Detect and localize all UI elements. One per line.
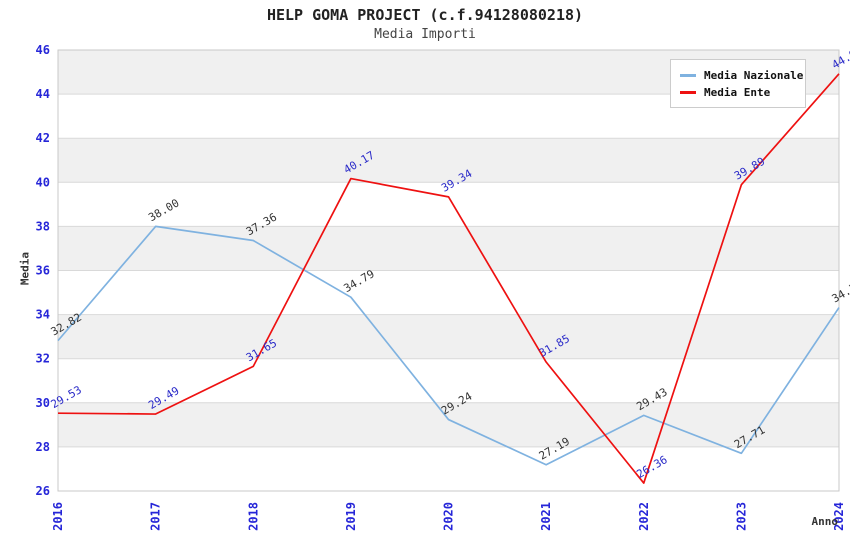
- grid-band: [58, 226, 839, 271]
- x-tick-label: 2020: [442, 502, 456, 531]
- legend-swatch-media-nazionale-icon: [680, 73, 696, 77]
- legend-label-media-ente: Media Ente: [704, 85, 771, 99]
- legend-item-media-nazionale: Media Nazionale: [680, 67, 805, 83]
- x-tick-label: 2018: [246, 502, 260, 531]
- y-tick-label: 46: [36, 43, 50, 57]
- plot-border: [57, 49, 840, 492]
- y-tick-label: 26: [36, 484, 50, 498]
- x-tick-label: 2016: [51, 502, 65, 531]
- data-label-media-nazionale: 38.00: [146, 196, 181, 224]
- y-tick-label: 32: [36, 352, 50, 366]
- y-tick-label: 34: [36, 308, 50, 322]
- grid-band: [58, 314, 839, 359]
- legend-label-media-nazionale: Media Nazionale: [704, 68, 804, 82]
- chart-subtitle: Media Importi: [374, 27, 476, 42]
- y-tick-label: 38: [36, 219, 50, 233]
- y-tick-label: 28: [36, 440, 50, 454]
- legend: Media Nazionale Media Ente: [670, 59, 806, 108]
- x-axis-title: Anno: [811, 515, 839, 528]
- x-tick-label: 2023: [734, 502, 748, 531]
- series-line-media-nazionale: [57, 225, 840, 466]
- x-tick-label: 2022: [637, 502, 651, 531]
- y-tick-label: 36: [36, 264, 50, 278]
- y-tick-label: 40: [36, 175, 50, 189]
- x-tick-label: 2024: [832, 502, 846, 531]
- legend-swatch-media-ente-icon: [680, 90, 696, 94]
- y-tick-label: 30: [36, 396, 50, 410]
- chart-title: HELP GOMA PROJECT (c.f.94128080218): [266, 6, 584, 24]
- y-axis-title: Media: [18, 251, 32, 286]
- legend-item-media-ente: Media Ente: [680, 84, 805, 100]
- grid-band: [58, 138, 839, 183]
- x-tick-label: 2019: [344, 502, 358, 531]
- y-tick-label: 44: [36, 87, 50, 101]
- x-tick-label: 2017: [149, 502, 163, 531]
- x-tick-label: 2021: [539, 502, 553, 531]
- data-label-media-nazionale: 34.79: [342, 267, 377, 295]
- data-label-media-nazionale: 34.32: [830, 278, 850, 306]
- series-line-media-ente: [57, 73, 840, 484]
- grid-band: [58, 402, 839, 447]
- data-label-media-ente: 44.92: [830, 44, 850, 72]
- y-tick-label: 42: [36, 131, 50, 145]
